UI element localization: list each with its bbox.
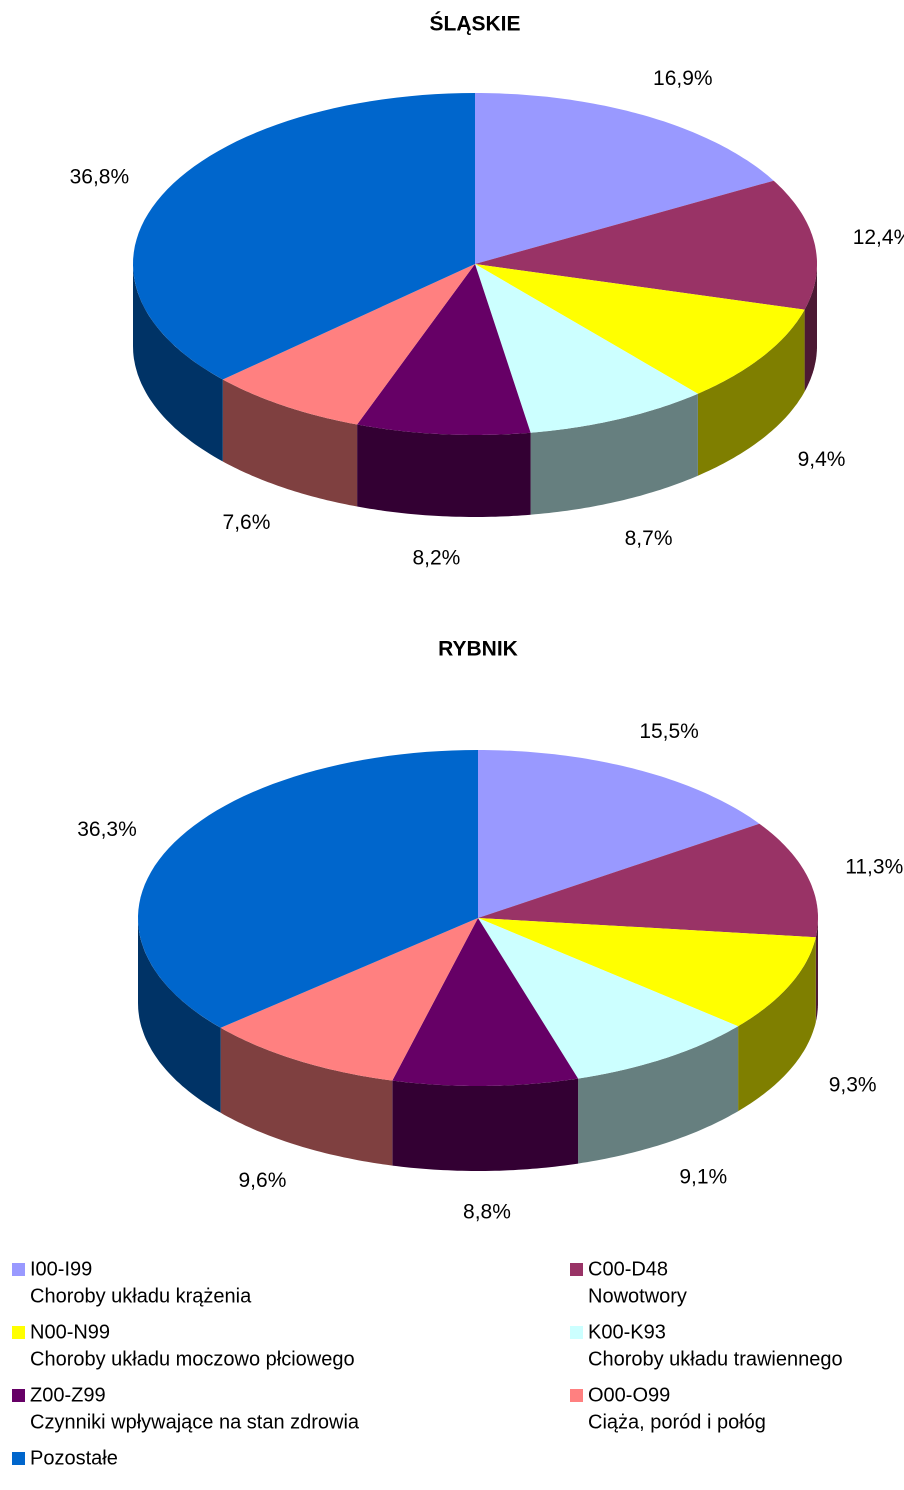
slice-side [220, 1027, 393, 1166]
data-label: 8,8% [463, 1200, 511, 1223]
slice [475, 264, 805, 394]
data-label: 16,9% [653, 67, 713, 90]
slice [475, 180, 817, 310]
legend-code: K00-K93 [588, 1321, 666, 1343]
slice [222, 264, 475, 425]
data-label: 9,4% [798, 448, 846, 471]
legend-swatch [570, 1389, 583, 1402]
slice-side [392, 1078, 579, 1171]
legend-swatch [12, 1452, 25, 1465]
slice [357, 264, 531, 435]
legend-code: I00-I99 [30, 1258, 92, 1280]
legend-code: O00-O99 [588, 1384, 670, 1406]
slice [392, 918, 579, 1086]
slice-side [138, 918, 221, 1113]
slice-side [357, 424, 531, 517]
slice [478, 750, 760, 918]
legend-description: Choroby układu krążenia [30, 1285, 252, 1307]
slice-side [530, 393, 698, 515]
data-label: 11,3% [845, 856, 903, 879]
chart-title: RYBNIK [438, 638, 518, 661]
legend-swatch [570, 1326, 583, 1339]
slice [478, 918, 739, 1079]
legend-code: N00-N99 [30, 1321, 110, 1343]
slice-side [133, 264, 223, 462]
slice [475, 264, 698, 433]
legend-description: Choroby układu trawiennego [588, 1348, 843, 1370]
chart-title: ŚLĄSKIE [429, 12, 520, 36]
slice [138, 750, 478, 1028]
data-label: 36,8% [70, 165, 130, 188]
legend-code: C00-D48 [588, 1258, 668, 1280]
legend-swatch [12, 1263, 25, 1276]
data-label: 15,5% [639, 720, 699, 743]
slice-side [804, 264, 817, 392]
slice [220, 918, 478, 1081]
legend-description: Ciąża, poród i połóg [588, 1411, 766, 1433]
legend-code: Z00-Z99 [30, 1384, 106, 1406]
legend-description: Czynniki wpływające na stan zdrowia [30, 1411, 360, 1433]
slice-side [697, 309, 805, 476]
slice-side [815, 918, 818, 1023]
data-label: 7,6% [223, 511, 271, 534]
slice-side [578, 1026, 739, 1164]
data-label: 8,2% [412, 546, 460, 569]
data-label: 9,1% [679, 1166, 727, 1189]
legend-description: Choroby układu moczowo płciowego [30, 1348, 355, 1370]
slice-side [738, 937, 816, 1112]
data-label: 9,6% [239, 1169, 287, 1192]
slice [478, 918, 816, 1027]
slice [133, 93, 475, 380]
data-label: 9,3% [829, 1074, 877, 1097]
slice [478, 823, 818, 938]
slice [475, 93, 774, 264]
data-label: 8,7% [625, 527, 673, 550]
slice-side [222, 379, 358, 507]
legend-code: Pozostałe [30, 1447, 118, 1469]
data-label: 36,3% [77, 818, 137, 841]
legend-swatch [12, 1389, 25, 1402]
data-label: 12,4% [853, 226, 904, 249]
legend-swatch [570, 1263, 583, 1276]
legend-swatch [12, 1326, 25, 1339]
legend-description: Nowotwory [588, 1285, 687, 1307]
